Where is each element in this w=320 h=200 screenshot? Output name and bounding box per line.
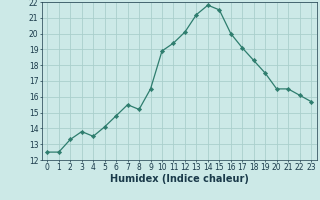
X-axis label: Humidex (Indice chaleur): Humidex (Indice chaleur)	[110, 174, 249, 184]
